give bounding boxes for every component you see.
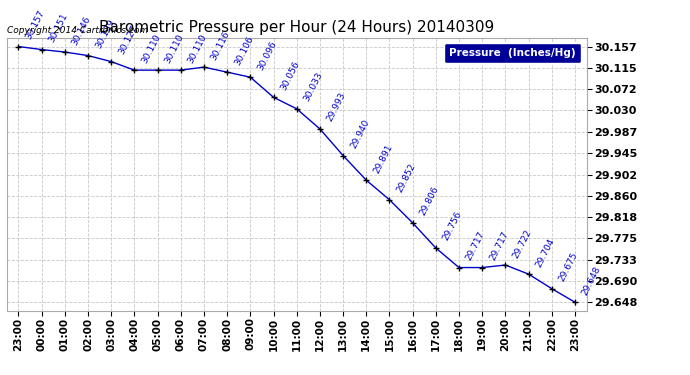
Text: 29.717: 29.717 [464,230,487,262]
Text: 30.110: 30.110 [163,32,186,64]
Text: 29.717: 29.717 [488,230,510,262]
Text: 30.110: 30.110 [140,32,162,64]
Text: 30.096: 30.096 [256,39,278,72]
Text: 30.033: 30.033 [302,71,324,103]
Text: 30.157: 30.157 [24,9,46,41]
Legend: Pressure  (Inches/Hg): Pressure (Inches/Hg) [444,43,581,63]
Text: 29.993: 29.993 [326,91,348,123]
Text: 29.722: 29.722 [511,228,533,260]
Text: 30.151: 30.151 [47,12,70,44]
Text: 30.116: 30.116 [210,29,232,62]
Text: Copyright 2014 Cartronics.com: Copyright 2014 Cartronics.com [7,26,148,35]
Text: 29.648: 29.648 [580,265,603,297]
Text: 29.940: 29.940 [348,118,371,150]
Text: 30.146: 30.146 [70,14,92,46]
Title: Barometric Pressure per Hour (24 Hours) 20140309: Barometric Pressure per Hour (24 Hours) … [99,20,494,35]
Text: 29.891: 29.891 [372,142,394,175]
Text: 30.056: 30.056 [279,60,302,92]
Text: 29.852: 29.852 [395,162,417,194]
Text: 30.110: 30.110 [186,32,208,64]
Text: 29.704: 29.704 [534,237,556,268]
Text: 30.127: 30.127 [117,24,139,56]
Text: 29.756: 29.756 [442,210,464,242]
Text: 29.806: 29.806 [418,185,440,217]
Text: 30.106: 30.106 [233,34,255,67]
Text: 30.139: 30.139 [94,18,116,50]
Text: 29.675: 29.675 [558,251,580,283]
